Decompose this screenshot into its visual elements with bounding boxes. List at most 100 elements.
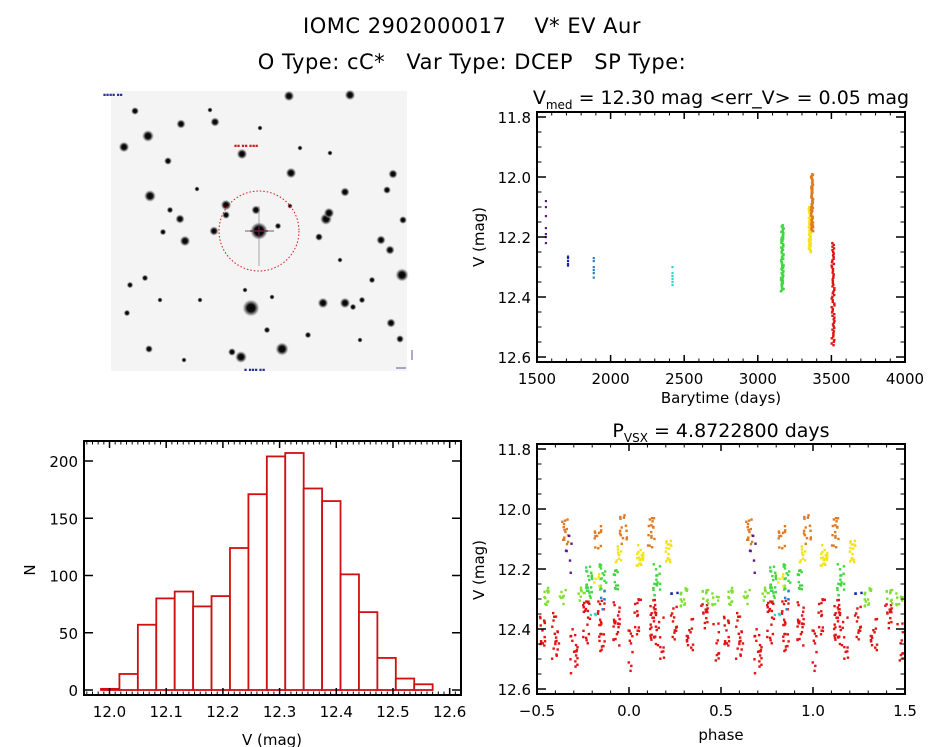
phased-point <box>875 643 879 646</box>
phased-point <box>837 598 841 602</box>
phased-point <box>688 629 691 632</box>
phased-point <box>802 617 805 621</box>
lightcurve-point <box>833 293 836 297</box>
lightcurve-point <box>810 223 813 226</box>
lightcurve-title: Vmed = 12.30 mag <err_V> = 0.05 mag <box>533 87 909 112</box>
phased-point <box>589 613 593 617</box>
phased-point <box>600 622 603 625</box>
phased-point <box>747 536 750 539</box>
phased-point <box>781 531 785 535</box>
lightcurve-point <box>566 260 570 263</box>
phased-point <box>627 661 630 664</box>
phased-point <box>804 526 807 529</box>
histogram-bar <box>376 657 397 691</box>
phased-point <box>550 657 554 660</box>
lightcurve-point <box>832 262 836 266</box>
phased-point <box>653 582 656 586</box>
phased-point <box>659 645 662 649</box>
phased-point <box>825 554 829 557</box>
phased-point <box>736 647 739 650</box>
y-tick-label: 11.8 <box>498 109 531 127</box>
phased-point <box>824 553 827 557</box>
phased-point <box>637 629 641 633</box>
phased-point <box>601 608 604 611</box>
phased-point <box>637 626 641 629</box>
histogram-bar <box>358 611 379 691</box>
phased-point <box>831 533 834 537</box>
phased-point <box>648 544 651 547</box>
phased-point <box>657 626 660 630</box>
phased-point <box>655 584 659 587</box>
phased-point <box>554 636 558 639</box>
phased-point <box>667 552 670 556</box>
phased-point <box>786 644 789 648</box>
phased-point <box>843 657 846 660</box>
phased-point <box>543 635 546 639</box>
phased-point <box>545 603 548 607</box>
phased-point <box>613 603 616 607</box>
phased-point <box>781 547 784 550</box>
phased-plot: PVSX = 4.8722800 days −0.5 0.0 0.5 1.0 1.5 11… <box>470 420 917 744</box>
phased-point <box>579 586 583 589</box>
phased-point <box>715 653 719 657</box>
lightcurve-point <box>831 280 835 283</box>
phased-point <box>745 596 749 599</box>
phased-point <box>868 587 871 590</box>
phased-point <box>569 571 572 574</box>
phased-point <box>805 536 809 540</box>
phased-point <box>673 638 676 641</box>
histogram-bar <box>247 493 268 691</box>
phased-point <box>556 648 559 651</box>
lightcurve-point <box>830 297 833 300</box>
finder-coord-label: ▪▪ ▪▪ ▪▪▪ <box>234 144 258 149</box>
phased-point <box>760 646 763 649</box>
phased-point <box>772 617 776 621</box>
phased-point <box>758 660 761 663</box>
phased-point <box>647 524 651 528</box>
phased-point <box>770 601 774 604</box>
phased-point <box>849 546 852 550</box>
phased-point <box>587 574 590 578</box>
phased-point <box>840 581 843 584</box>
phased-point <box>837 608 840 611</box>
phased-point <box>588 591 591 594</box>
lightcurve-point <box>810 225 813 228</box>
lightcurve-point <box>831 269 835 273</box>
phased-point <box>813 669 816 673</box>
phased-point <box>652 587 655 590</box>
phased-point <box>734 657 738 660</box>
phased-point <box>614 560 618 564</box>
phased-point <box>787 579 790 583</box>
field-star <box>144 344 154 354</box>
phased-point <box>730 591 734 594</box>
phased-point <box>821 550 824 554</box>
phased-point <box>822 562 825 566</box>
phased-point <box>823 548 826 552</box>
phased-point <box>637 550 640 554</box>
phased-point <box>837 537 840 541</box>
phased-point <box>890 620 893 624</box>
lightcurve-point <box>808 225 812 228</box>
lightcurve-point <box>830 337 834 340</box>
phased-point <box>561 538 565 541</box>
field-star <box>118 141 130 153</box>
phased-point <box>842 588 846 591</box>
phased-point <box>704 610 708 614</box>
phased-point <box>821 598 825 602</box>
phased-point <box>713 602 717 606</box>
phased-point <box>796 625 799 628</box>
phased-point <box>619 517 622 520</box>
phased-point <box>623 514 626 517</box>
phased-point <box>603 570 607 573</box>
phased-point <box>649 623 652 626</box>
phased-point <box>900 639 903 642</box>
phased-point <box>597 610 600 613</box>
phased-point <box>717 631 721 634</box>
phased-point <box>582 610 586 614</box>
phased-point <box>674 629 678 632</box>
phased-point <box>603 579 606 583</box>
phased-point <box>653 636 656 639</box>
phased-point <box>602 644 605 648</box>
phased-point <box>854 612 858 615</box>
phased-point <box>552 647 555 650</box>
